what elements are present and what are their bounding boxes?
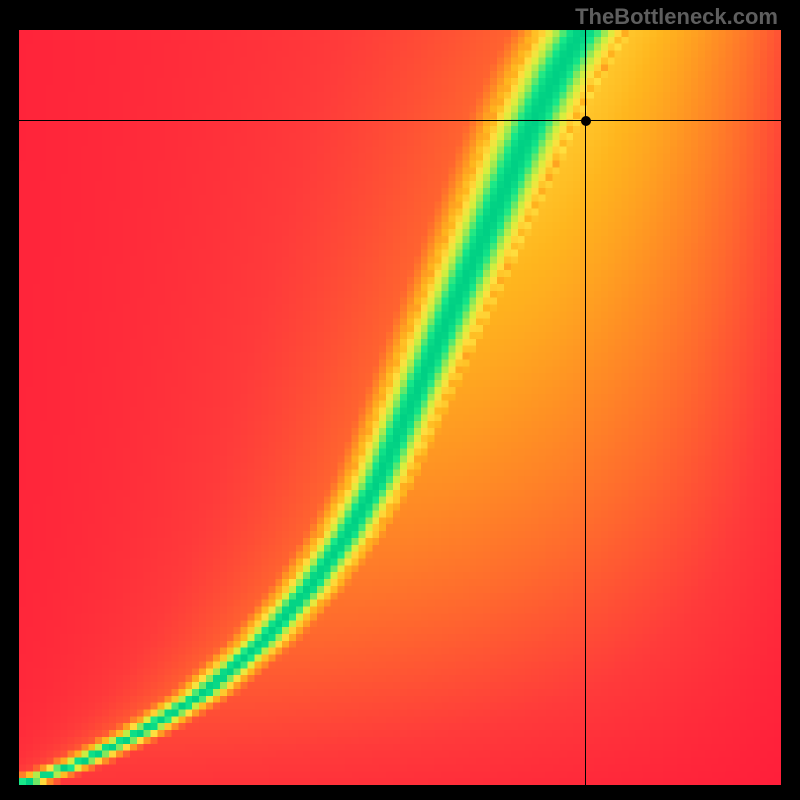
crosshair-horizontal bbox=[19, 120, 781, 121]
watermark-text: TheBottleneck.com bbox=[575, 4, 778, 30]
heatmap-canvas bbox=[19, 30, 781, 785]
crosshair-vertical bbox=[585, 30, 586, 785]
crosshair-marker bbox=[581, 116, 591, 126]
